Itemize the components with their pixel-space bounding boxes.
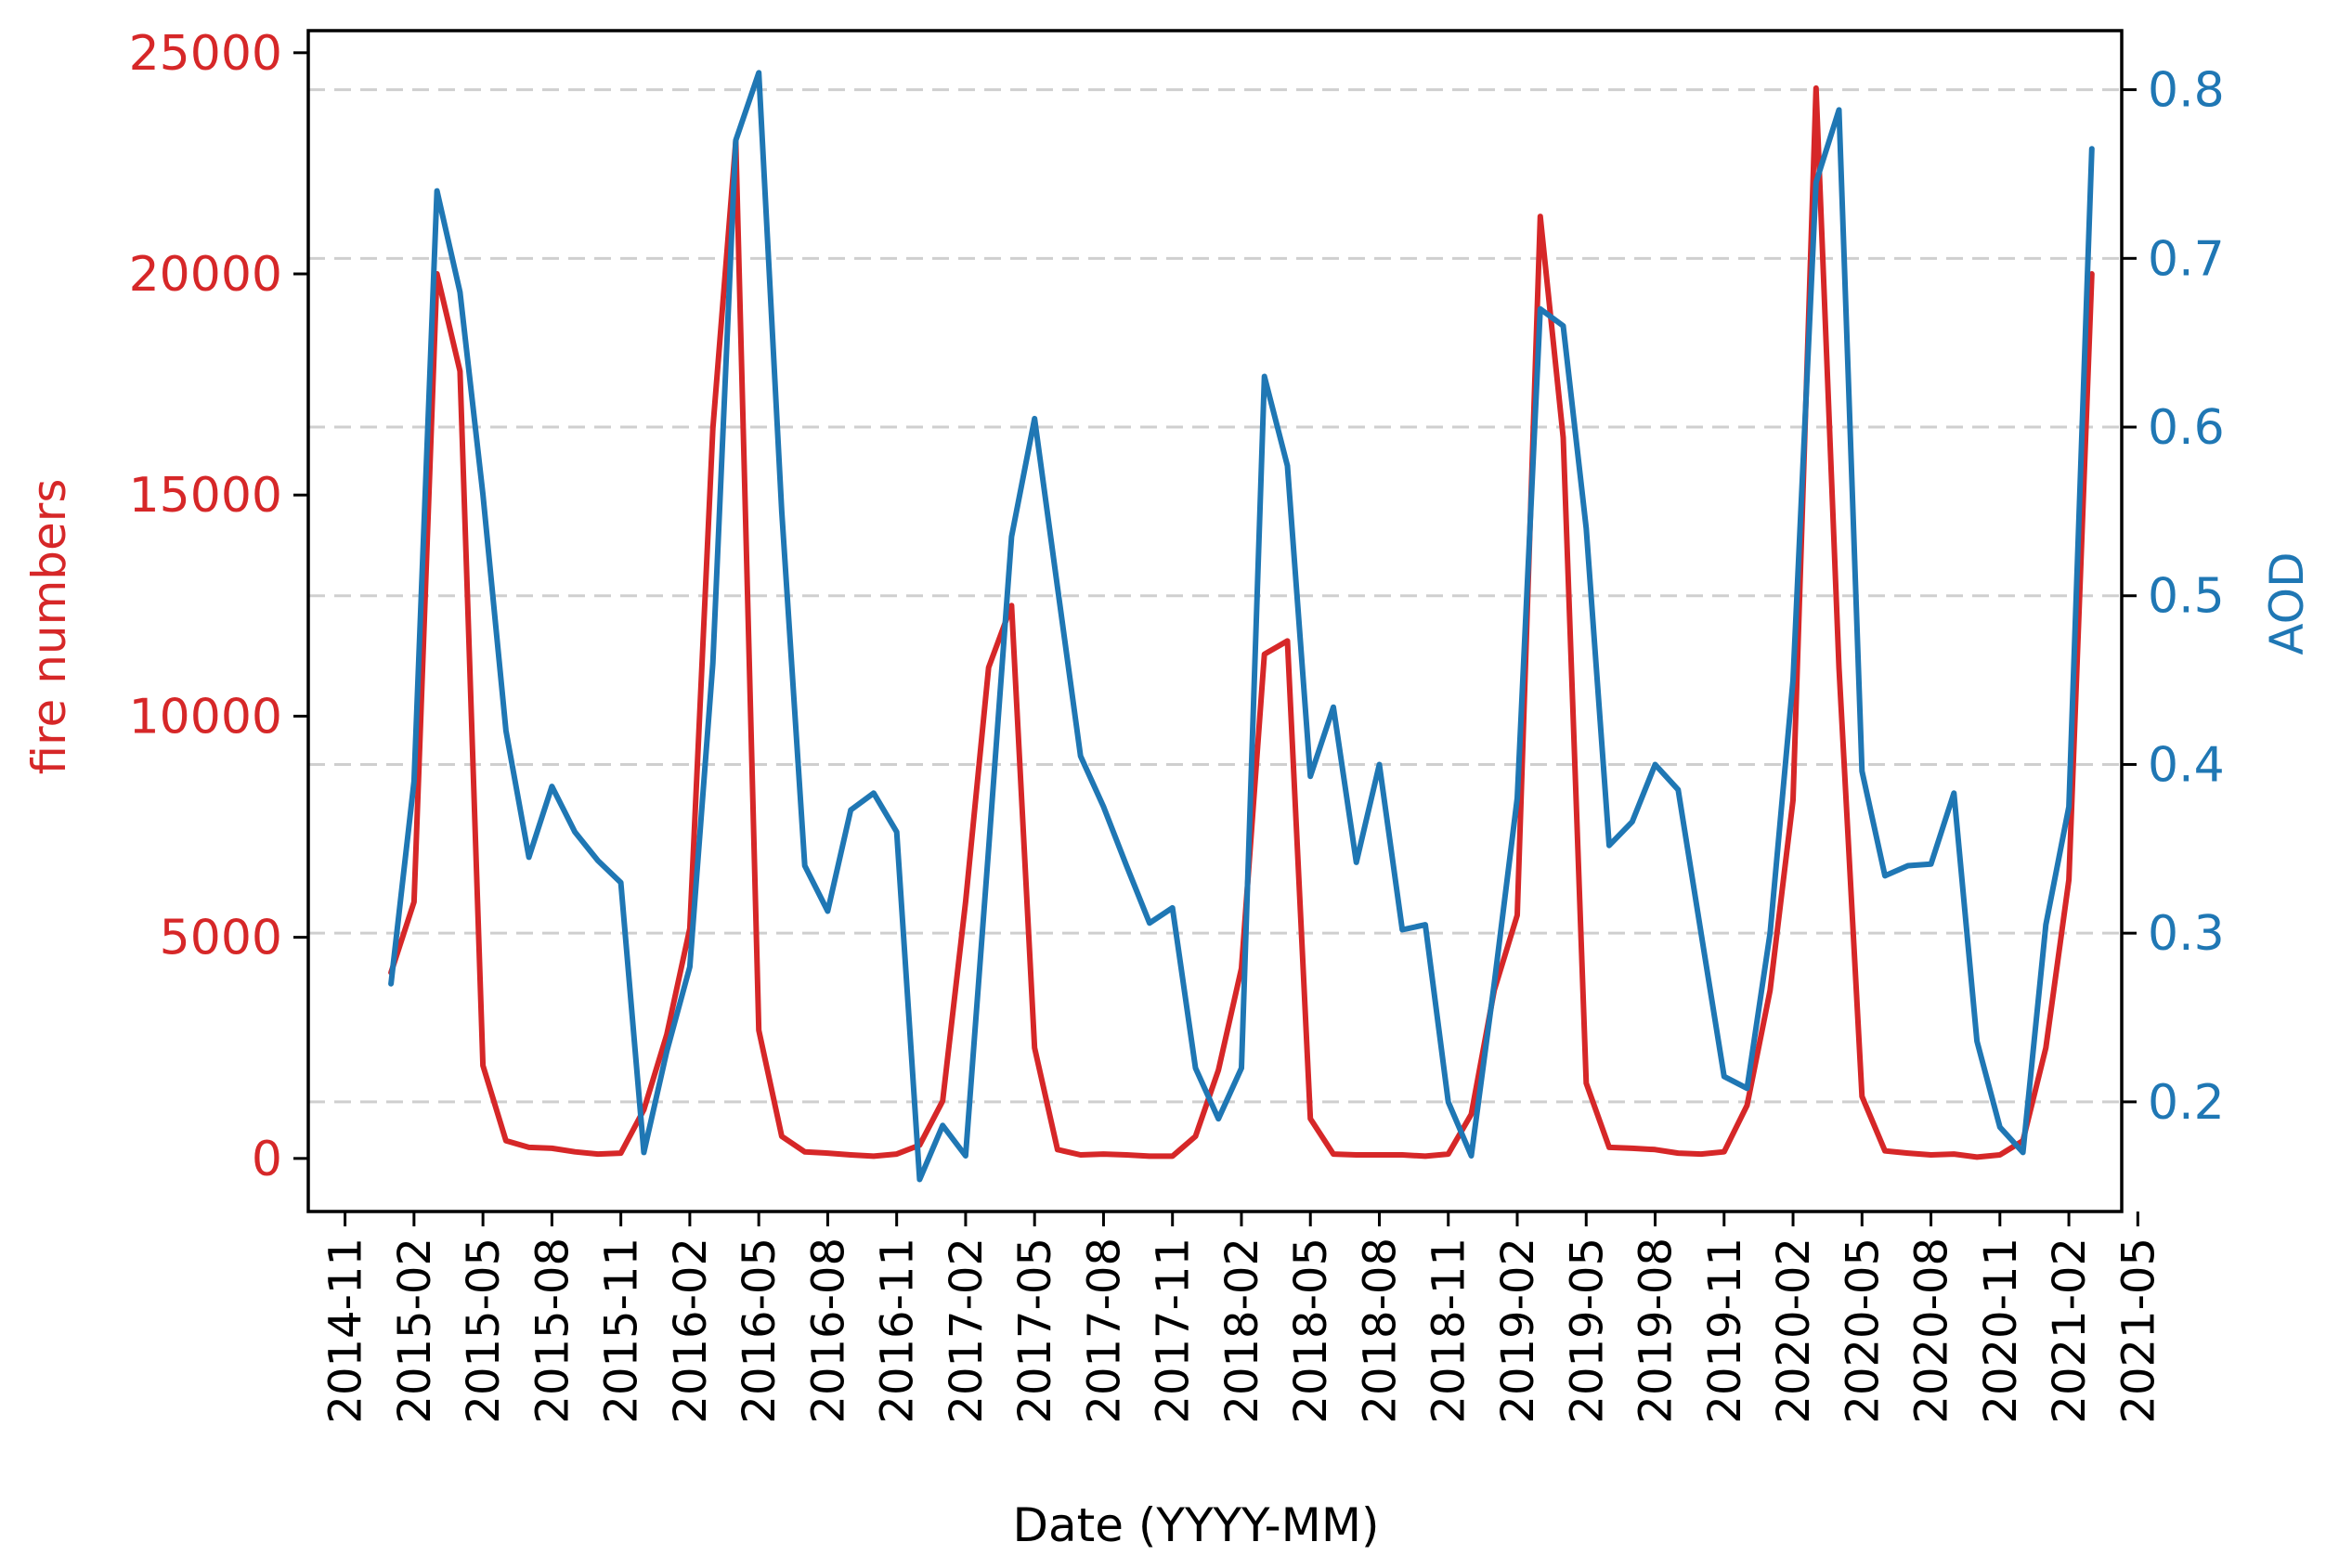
x-axis: 2014-11 2015-02 2015-05 2015-08 2015-11 2016-… — [320, 1212, 2164, 1424]
left-tick-label: 10000 — [129, 689, 282, 745]
plot-frame — [306, 29, 2124, 1213]
left-tick-label: 0 — [252, 1132, 282, 1187]
left-tick-label: 5000 — [160, 911, 282, 966]
left-tick-label: 15000 — [129, 468, 282, 524]
x-tick-label: 2016-05 — [734, 1238, 786, 1424]
x-tick-label: 2018-08 — [1354, 1238, 1406, 1424]
x-tick-label: 2015-05 — [458, 1238, 510, 1424]
x-tick-label: 2020-02 — [1768, 1238, 1820, 1424]
right-tick-label: 0.6 — [2148, 400, 2225, 456]
gridlines — [308, 88, 2122, 1104]
x-tick-label: 2017-05 — [1009, 1238, 1061, 1424]
x-tick-label: 2021-05 — [2112, 1238, 2164, 1424]
x-tick-label: 2020-11 — [1975, 1238, 2027, 1424]
left-axis-label: fire numbers — [22, 479, 76, 775]
x-tick-label: 2017-11 — [1148, 1238, 1200, 1424]
x-tick-label: 2018-02 — [1216, 1238, 1268, 1424]
x-tick-label: 2020-05 — [1837, 1238, 1889, 1424]
x-tick-label: 2020-08 — [1906, 1238, 1958, 1424]
left-y-axis: 0 5000 10000 15000 20000 25000 — [129, 26, 308, 1187]
right-tick-label: 0.2 — [2148, 1075, 2225, 1131]
x-tick-label: 2018-11 — [1423, 1238, 1475, 1424]
series-lines — [388, 70, 2095, 1183]
x-axis-label: Date (YYYY-MM) — [1013, 1498, 1380, 1552]
x-tick-label: 2015-08 — [526, 1238, 578, 1424]
x-tick-label: 2018-05 — [1285, 1238, 1337, 1424]
right-tick-label: 0.3 — [2148, 906, 2225, 962]
right-axis-label: AOD — [2260, 551, 2314, 654]
right-tick-label: 0.8 — [2148, 63, 2225, 119]
x-tick-label: 2015-02 — [389, 1238, 441, 1424]
x-tick-label: 2015-11 — [596, 1238, 648, 1424]
x-tick-label: 2016-02 — [665, 1238, 717, 1424]
x-tick-label: 2019-05 — [1561, 1238, 1613, 1424]
x-tick-label: 2017-08 — [1078, 1238, 1130, 1424]
left-tick-label: 20000 — [129, 247, 282, 303]
right-y-axis: 0.2 0.3 0.4 0.5 0.6 0.7 0.8 — [2122, 63, 2225, 1131]
left-tick-label: 25000 — [129, 26, 282, 82]
x-tick-label: 2016-08 — [802, 1238, 854, 1424]
x-tick-label: 2019-08 — [1631, 1238, 1683, 1424]
series-line-aod — [388, 70, 2095, 1183]
x-tick-label: 2016-11 — [872, 1238, 924, 1424]
x-tick-label: 2019-02 — [1492, 1238, 1544, 1424]
x-tick-label: 2021-02 — [2044, 1238, 2096, 1424]
right-tick-label: 0.7 — [2148, 231, 2225, 287]
right-tick-label: 0.5 — [2148, 569, 2225, 625]
x-tick-label: 2017-02 — [941, 1238, 993, 1424]
x-tick-label: 2019-11 — [1699, 1238, 1751, 1424]
x-tick-label: 2014-11 — [320, 1238, 372, 1424]
right-tick-label: 0.4 — [2148, 737, 2225, 793]
